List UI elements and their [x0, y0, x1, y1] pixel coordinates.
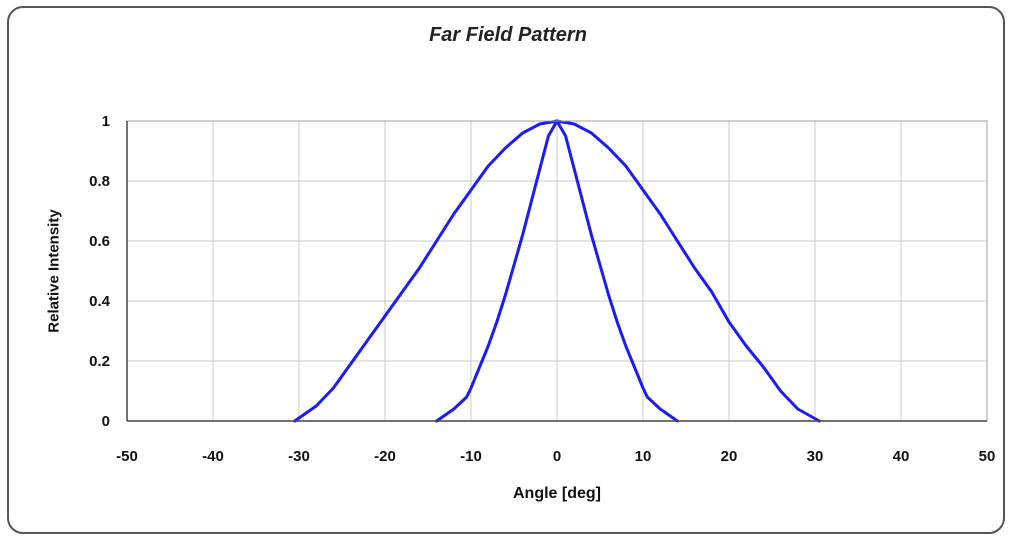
x-tick-label: 40 [893, 448, 910, 465]
y-tick-label: 0.6 [89, 233, 110, 250]
x-tick-label: -10 [460, 448, 482, 465]
x-tick-label: 20 [721, 448, 738, 465]
y-tick-label: 0.8 [89, 173, 110, 190]
x-tick-label: -50 [116, 448, 138, 465]
x-tick-label: -20 [374, 448, 396, 465]
axes [126, 120, 988, 422]
y-tick-label: 0.4 [89, 293, 111, 310]
y-tick-label: 0 [102, 413, 110, 430]
tick-labels: -50 -40 -30 -20 -10 0 10 20 30 40 50 0 0.2 0.4 0.6 0.8 1 [89, 113, 995, 465]
grid [127, 120, 987, 421]
x-tick-label: -30 [288, 448, 310, 465]
x-axis-label: Angle [deg] [513, 485, 601, 502]
chart-title: Far Field Pattern [429, 24, 587, 46]
y-tick-label: 1 [102, 113, 110, 130]
x-tick-label: 30 [807, 448, 824, 465]
y-tick-label: 0.2 [89, 353, 110, 370]
x-tick-label: 50 [979, 448, 996, 465]
chart-frame [7, 6, 1005, 534]
x-tick-label: 0 [553, 448, 561, 465]
x-tick-label: 10 [635, 448, 652, 465]
x-tick-label: -40 [202, 448, 224, 465]
